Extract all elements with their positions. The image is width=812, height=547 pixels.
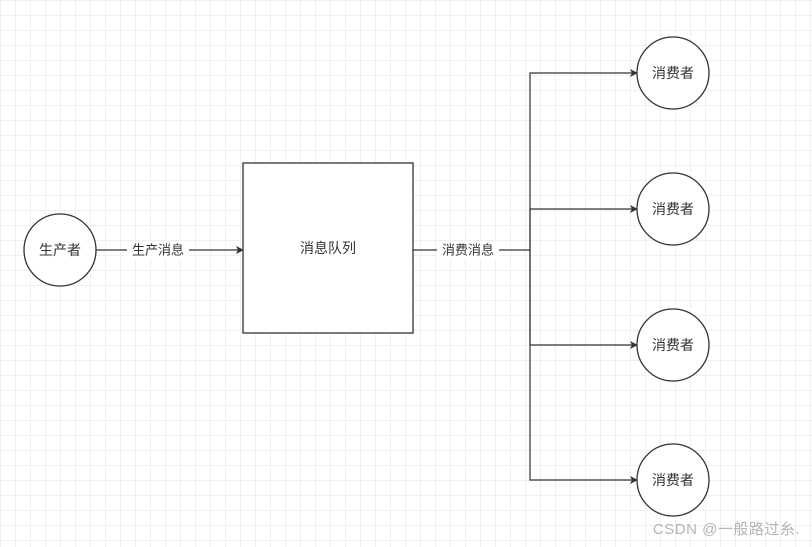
edge-e3 bbox=[530, 73, 637, 250]
edge-label-e2: 消费消息 bbox=[442, 243, 494, 258]
node-label-consumer1: 消费者 bbox=[652, 65, 694, 81]
node-label-consumer2: 消费者 bbox=[652, 201, 694, 217]
edge-e4 bbox=[530, 209, 637, 250]
node-label-consumer4: 消费者 bbox=[652, 472, 694, 488]
watermark-text: CSDN @一般路过糸. bbox=[653, 518, 800, 539]
edge-label-e1: 生产消息 bbox=[132, 243, 184, 258]
node-label-producer: 生产者 bbox=[39, 242, 81, 258]
edge-e5 bbox=[530, 250, 637, 345]
edge-e6 bbox=[530, 250, 637, 480]
node-label-queue: 消息队列 bbox=[300, 240, 356, 256]
diagram-canvas: 生产者消息队列消费者消费者消费者消费者 生产消息消费消息 bbox=[0, 0, 812, 547]
node-label-consumer3: 消费者 bbox=[652, 337, 694, 353]
nodes-layer: 生产者消息队列消费者消费者消费者消费者 bbox=[24, 37, 709, 516]
